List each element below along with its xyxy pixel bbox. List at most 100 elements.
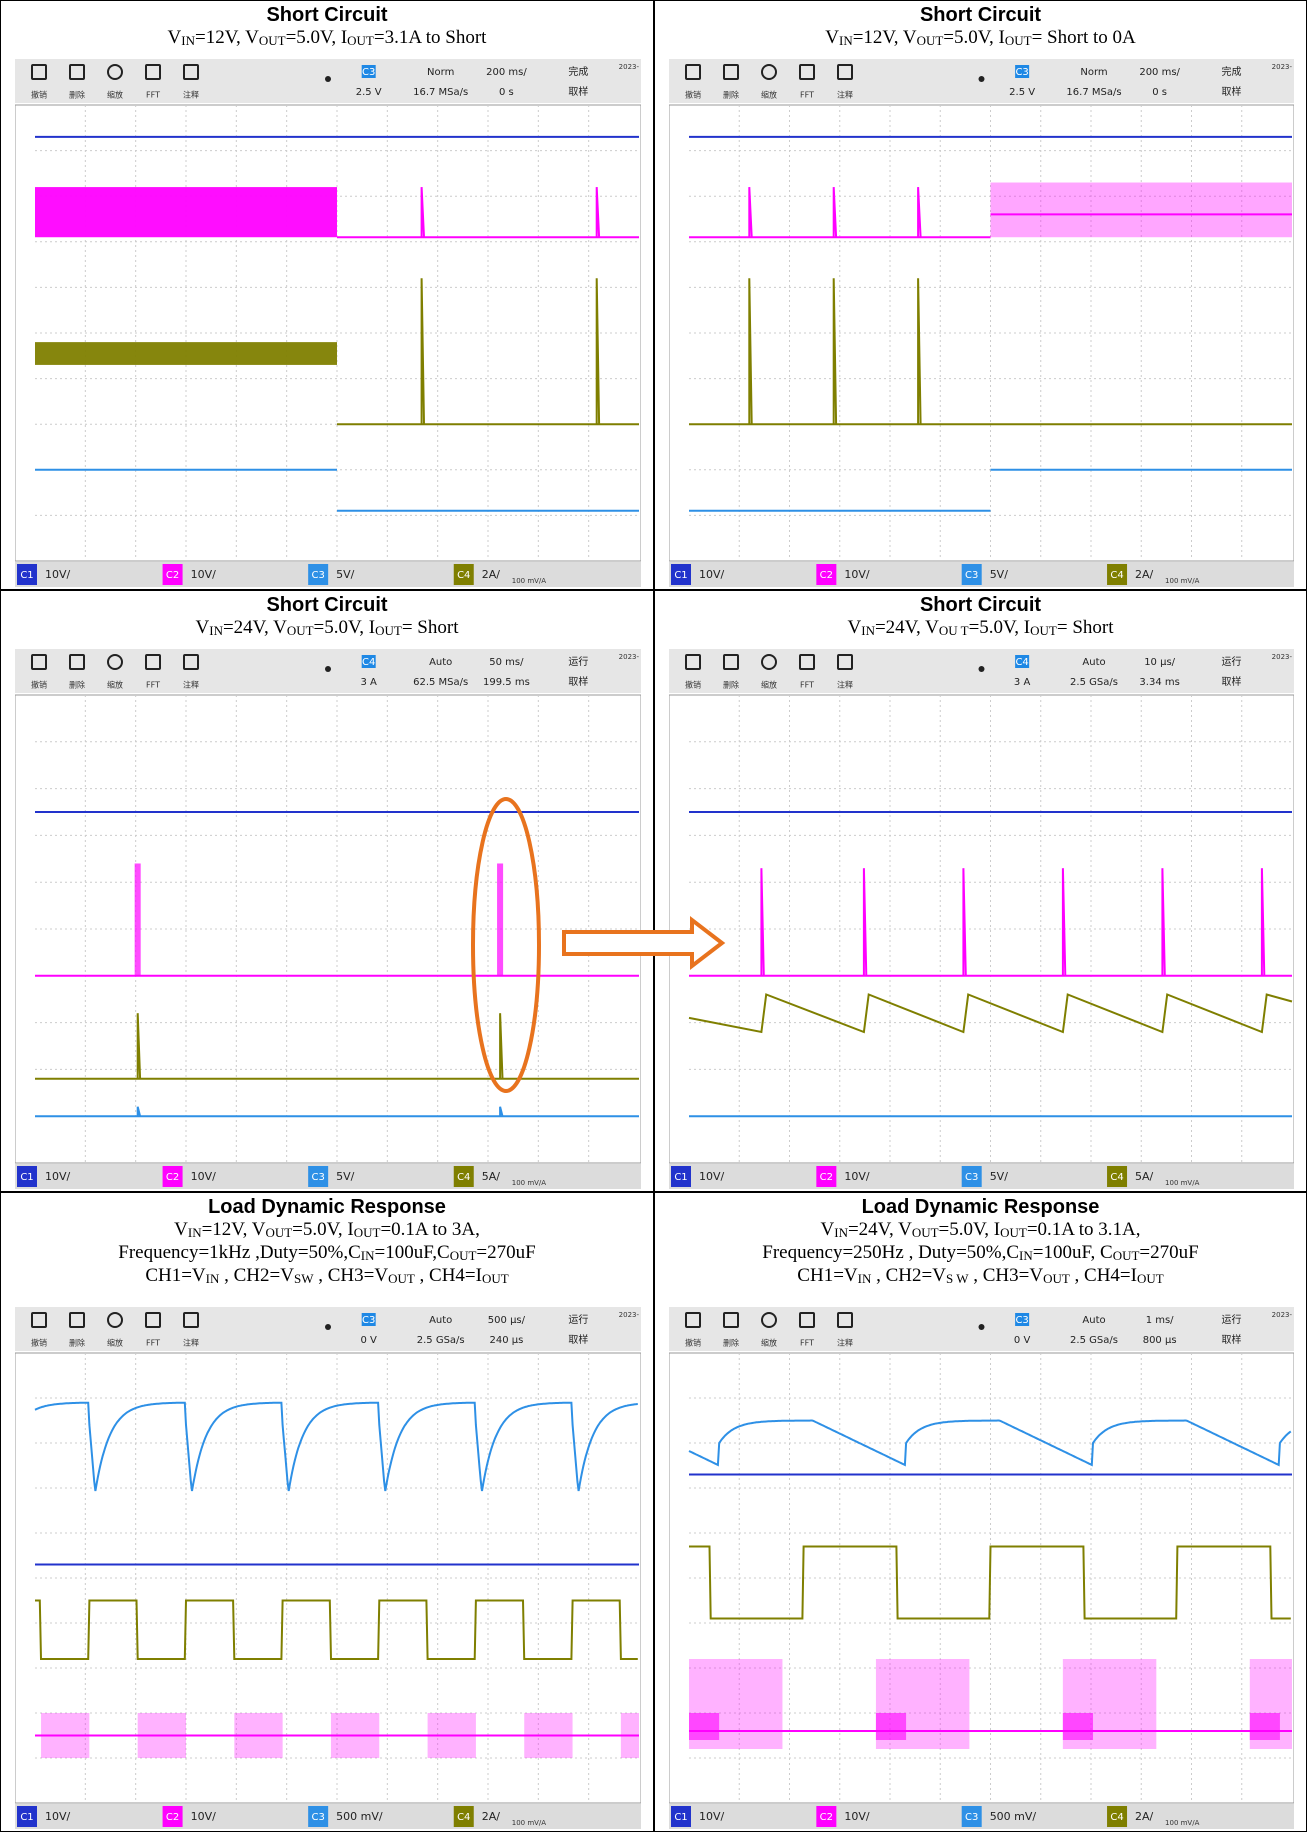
waveform bbox=[689, 1545, 1291, 1620]
channel-badge[interactable] bbox=[453, 564, 474, 585]
button-icon bbox=[685, 654, 701, 670]
channel-badge[interactable] bbox=[816, 564, 837, 585]
channel-badge[interactable] bbox=[671, 564, 691, 585]
channel-badge[interactable] bbox=[308, 1806, 329, 1827]
button-icon bbox=[31, 654, 47, 670]
channel-badge[interactable] bbox=[453, 1166, 474, 1187]
channel-badge[interactable] bbox=[1107, 564, 1128, 585]
channel-badge[interactable] bbox=[961, 1806, 982, 1827]
button-icon bbox=[69, 654, 85, 670]
channel-name: C1 bbox=[20, 570, 33, 581]
trigger-source-box bbox=[1015, 1313, 1030, 1326]
channel-name: C2 bbox=[820, 1172, 833, 1183]
button-label: FFT bbox=[800, 681, 814, 690]
toolbar-button[interactable]: 缩放 bbox=[107, 1312, 123, 1348]
toolbar-button[interactable]: FFT bbox=[799, 654, 815, 690]
toolbar-button[interactable]: 删除 bbox=[69, 1312, 85, 1348]
toolbar-button[interactable]: 删除 bbox=[69, 64, 85, 100]
trigger-info: Auto bbox=[1082, 1315, 1105, 1326]
toolbar-button[interactable]: 缩放 bbox=[761, 64, 777, 100]
toolbar-button[interactable]: 注释 bbox=[183, 64, 199, 100]
channel-scale: 5V/ bbox=[336, 1170, 355, 1183]
toolbar-button[interactable]: 撤销 bbox=[31, 654, 47, 690]
channel-badge[interactable] bbox=[1107, 1806, 1128, 1827]
channel-scale: 10V/ bbox=[699, 1170, 725, 1183]
subtitle-text: = Short bbox=[1056, 617, 1114, 638]
toolbar-button[interactable]: 缩放 bbox=[761, 1312, 777, 1348]
toolbar-button[interactable]: 撤销 bbox=[31, 64, 47, 100]
button-label: 缩放 bbox=[107, 680, 123, 690]
toolbar-button[interactable]: 撤销 bbox=[685, 64, 701, 100]
channel-badge[interactable] bbox=[17, 1806, 37, 1827]
toolbar-button[interactable]: 注释 bbox=[837, 64, 853, 100]
toolbar-button[interactable]: 注释 bbox=[837, 1312, 853, 1348]
channel-badge[interactable] bbox=[671, 1806, 691, 1827]
channel-badge[interactable] bbox=[816, 1806, 837, 1827]
panel-header: Load Dynamic Response VIN=24V, VOUT=5.0V,… bbox=[655, 1196, 1306, 1287]
trigger-info: 500 µs/ bbox=[488, 1315, 526, 1326]
channel-badge[interactable] bbox=[816, 1166, 837, 1187]
toolbar-button[interactable]: 注释 bbox=[183, 654, 199, 690]
channel-badge[interactable] bbox=[1107, 1166, 1128, 1187]
channel-badge[interactable] bbox=[308, 564, 329, 585]
trigger-info: Norm bbox=[1080, 67, 1107, 78]
button-label: 删除 bbox=[723, 90, 739, 100]
trigger-info: 完成 bbox=[1222, 65, 1242, 78]
toolbar-button[interactable]: 注释 bbox=[183, 1312, 199, 1348]
toolbar-button[interactable]: 撤销 bbox=[685, 654, 701, 690]
channel-badge[interactable] bbox=[671, 1166, 691, 1187]
toolbar-button[interactable]: FFT bbox=[145, 1312, 161, 1348]
toolbar-button[interactable]: 删除 bbox=[723, 64, 739, 100]
toolbar-button[interactable]: 撤销 bbox=[685, 1312, 701, 1348]
button-label: 撤销 bbox=[685, 1338, 701, 1348]
toolbar-button[interactable]: 删除 bbox=[723, 1312, 739, 1348]
channel-badge[interactable] bbox=[162, 564, 183, 585]
channel-badge[interactable] bbox=[961, 1166, 982, 1187]
button-icon bbox=[837, 64, 853, 80]
subscript: OUT bbox=[916, 33, 944, 48]
toolbar-button[interactable]: 删除 bbox=[723, 654, 739, 690]
channel-badge[interactable] bbox=[961, 564, 982, 585]
channel-scale: 2A/ bbox=[1135, 1810, 1154, 1823]
waveform bbox=[748, 187, 753, 238]
channel-badge[interactable] bbox=[17, 564, 37, 585]
waveform-envelope bbox=[134, 863, 141, 976]
channel-name: C3 bbox=[965, 1812, 978, 1823]
waveform-envelope bbox=[35, 342, 337, 365]
toolbar-button[interactable]: FFT bbox=[799, 1312, 815, 1348]
button-label: 注释 bbox=[183, 90, 199, 100]
toolbar-button[interactable]: FFT bbox=[145, 654, 161, 690]
channel-name: C1 bbox=[20, 1172, 33, 1183]
toolbar-button[interactable]: 缩放 bbox=[761, 654, 777, 690]
trigger-info: 0 s bbox=[499, 87, 514, 98]
button-icon bbox=[107, 64, 123, 80]
waveform-envelope bbox=[137, 1713, 186, 1758]
trigger-source-box bbox=[361, 655, 376, 668]
channel-badge[interactable] bbox=[308, 1166, 329, 1187]
channel-name: C4 bbox=[457, 570, 470, 581]
channel-name: C2 bbox=[166, 1812, 179, 1823]
toolbar-button[interactable]: 撤销 bbox=[31, 1312, 47, 1348]
channel-scale: 10V/ bbox=[844, 568, 870, 581]
status-dot bbox=[978, 76, 985, 82]
channel-scale: 10V/ bbox=[45, 1810, 71, 1823]
toolbar-button[interactable]: FFT bbox=[145, 64, 161, 100]
toolbar-button[interactable]: 注释 bbox=[837, 654, 853, 690]
button-label: 缩放 bbox=[761, 1338, 777, 1348]
subtitle-text: =5.0V, I bbox=[313, 617, 376, 638]
trigger-info: C3 bbox=[1015, 1315, 1028, 1326]
subtitle-text: =5.0V, I bbox=[285, 27, 348, 48]
channel-scale: 10V/ bbox=[844, 1810, 870, 1823]
trigger-info: 运行 bbox=[568, 655, 588, 668]
toolbar-button[interactable]: 缩放 bbox=[107, 654, 123, 690]
channel-badge[interactable] bbox=[162, 1806, 183, 1827]
button-label: 删除 bbox=[723, 1338, 739, 1348]
oscilloscope-screen: 撤销 删除 缩放 FFT 注释 C3 Norm 200 ms/完成 2.5 V 16.7 MSa/… bbox=[15, 59, 641, 587]
toolbar-button[interactable]: 缩放 bbox=[107, 64, 123, 100]
channel-badge[interactable] bbox=[162, 1166, 183, 1187]
channel-badge[interactable] bbox=[17, 1166, 37, 1187]
channel-badge[interactable] bbox=[453, 1806, 474, 1827]
toolbar-button[interactable]: 删除 bbox=[69, 654, 85, 690]
button-label: FFT bbox=[146, 1339, 160, 1348]
toolbar-button[interactable]: FFT bbox=[799, 64, 815, 100]
